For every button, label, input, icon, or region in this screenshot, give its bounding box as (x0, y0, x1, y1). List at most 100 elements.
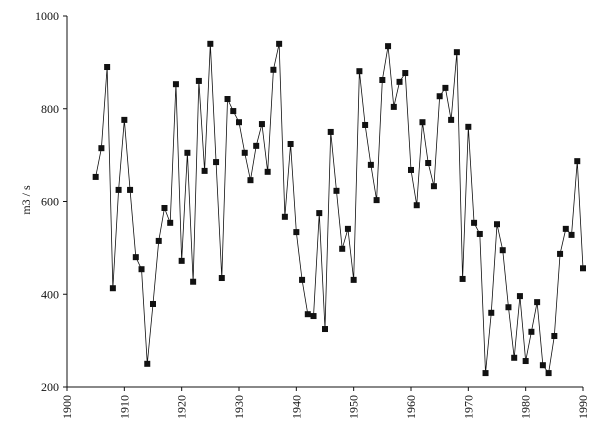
marker (499, 247, 506, 254)
marker (150, 300, 156, 307)
marker (413, 202, 420, 209)
marker (98, 145, 105, 152)
marker (155, 237, 162, 244)
marker (207, 40, 214, 47)
marker (138, 266, 145, 273)
marker (379, 76, 386, 83)
marker (453, 49, 460, 56)
marker (390, 103, 397, 110)
y-tick-label: 800 (41, 102, 59, 116)
marker (218, 275, 225, 282)
marker (568, 231, 575, 238)
marker (184, 149, 191, 156)
x-tick-label: 1980 (519, 395, 533, 419)
marker (333, 187, 340, 194)
marker (310, 313, 317, 320)
marker (264, 168, 271, 175)
marker (465, 123, 472, 130)
y-axis-label: m3 / s (19, 185, 33, 215)
x-tick-label: 1930 (232, 395, 246, 419)
y-tick-label: 600 (41, 195, 59, 209)
marker (430, 183, 437, 190)
marker (545, 370, 552, 377)
marker (551, 332, 558, 339)
marker (201, 167, 208, 174)
marker (539, 362, 546, 369)
y-tick-label: 1000 (35, 9, 59, 23)
marker (425, 160, 432, 167)
x-tick-label: 1970 (461, 395, 475, 419)
marker (132, 254, 139, 261)
y-tick-label: 400 (41, 287, 59, 301)
marker (270, 66, 277, 73)
marker (224, 96, 231, 103)
marker (471, 219, 478, 226)
marker (442, 84, 449, 91)
marker (534, 299, 541, 306)
x-tick-label: 1920 (175, 395, 189, 419)
marker (104, 64, 111, 71)
marker (304, 311, 311, 318)
marker (362, 121, 369, 128)
marker (419, 119, 426, 126)
marker (385, 43, 392, 50)
marker (482, 370, 489, 377)
marker (557, 250, 564, 257)
marker (316, 210, 323, 217)
x-tick-label: 1940 (289, 395, 303, 419)
marker (448, 116, 455, 123)
marker (144, 360, 151, 367)
marker (402, 70, 409, 77)
series-line (95, 43, 584, 375)
marker (373, 197, 380, 204)
marker (488, 309, 495, 316)
marker (109, 285, 116, 292)
marker (408, 166, 414, 173)
x-tick-label: 1960 (404, 395, 418, 419)
marker (258, 121, 265, 128)
marker (276, 40, 283, 47)
marker (247, 177, 254, 184)
marker (505, 304, 512, 311)
marker (293, 229, 300, 236)
marker (287, 140, 294, 147)
marker (299, 276, 306, 283)
marker (190, 278, 197, 285)
x-tick-label: 1950 (347, 395, 361, 419)
marker (580, 265, 586, 272)
marker (339, 245, 346, 252)
marker (459, 275, 466, 282)
marker (92, 173, 99, 180)
marker (516, 293, 523, 300)
x-tick-label: 1990 (576, 395, 590, 419)
marker (230, 108, 237, 115)
marker (121, 116, 128, 123)
y-tick-label: 200 (41, 380, 59, 394)
marker (115, 186, 122, 193)
x-tick-label: 1910 (117, 395, 131, 419)
marker (350, 276, 357, 283)
marker (367, 161, 374, 168)
marker (213, 159, 220, 166)
marker (396, 78, 403, 85)
marker (327, 128, 334, 135)
marker (195, 77, 202, 84)
marker (281, 213, 288, 220)
marker (494, 221, 500, 228)
marker (178, 257, 185, 264)
marker (476, 230, 483, 237)
marker (436, 93, 443, 100)
marker (574, 158, 581, 165)
marker (127, 186, 134, 193)
marker (236, 119, 242, 126)
marker (167, 219, 174, 226)
marker (161, 204, 168, 211)
marker (562, 225, 569, 232)
marker (253, 142, 260, 149)
marker (241, 149, 248, 156)
marker (172, 81, 179, 88)
marker (322, 326, 328, 333)
marker (344, 225, 351, 232)
marker (522, 358, 529, 365)
